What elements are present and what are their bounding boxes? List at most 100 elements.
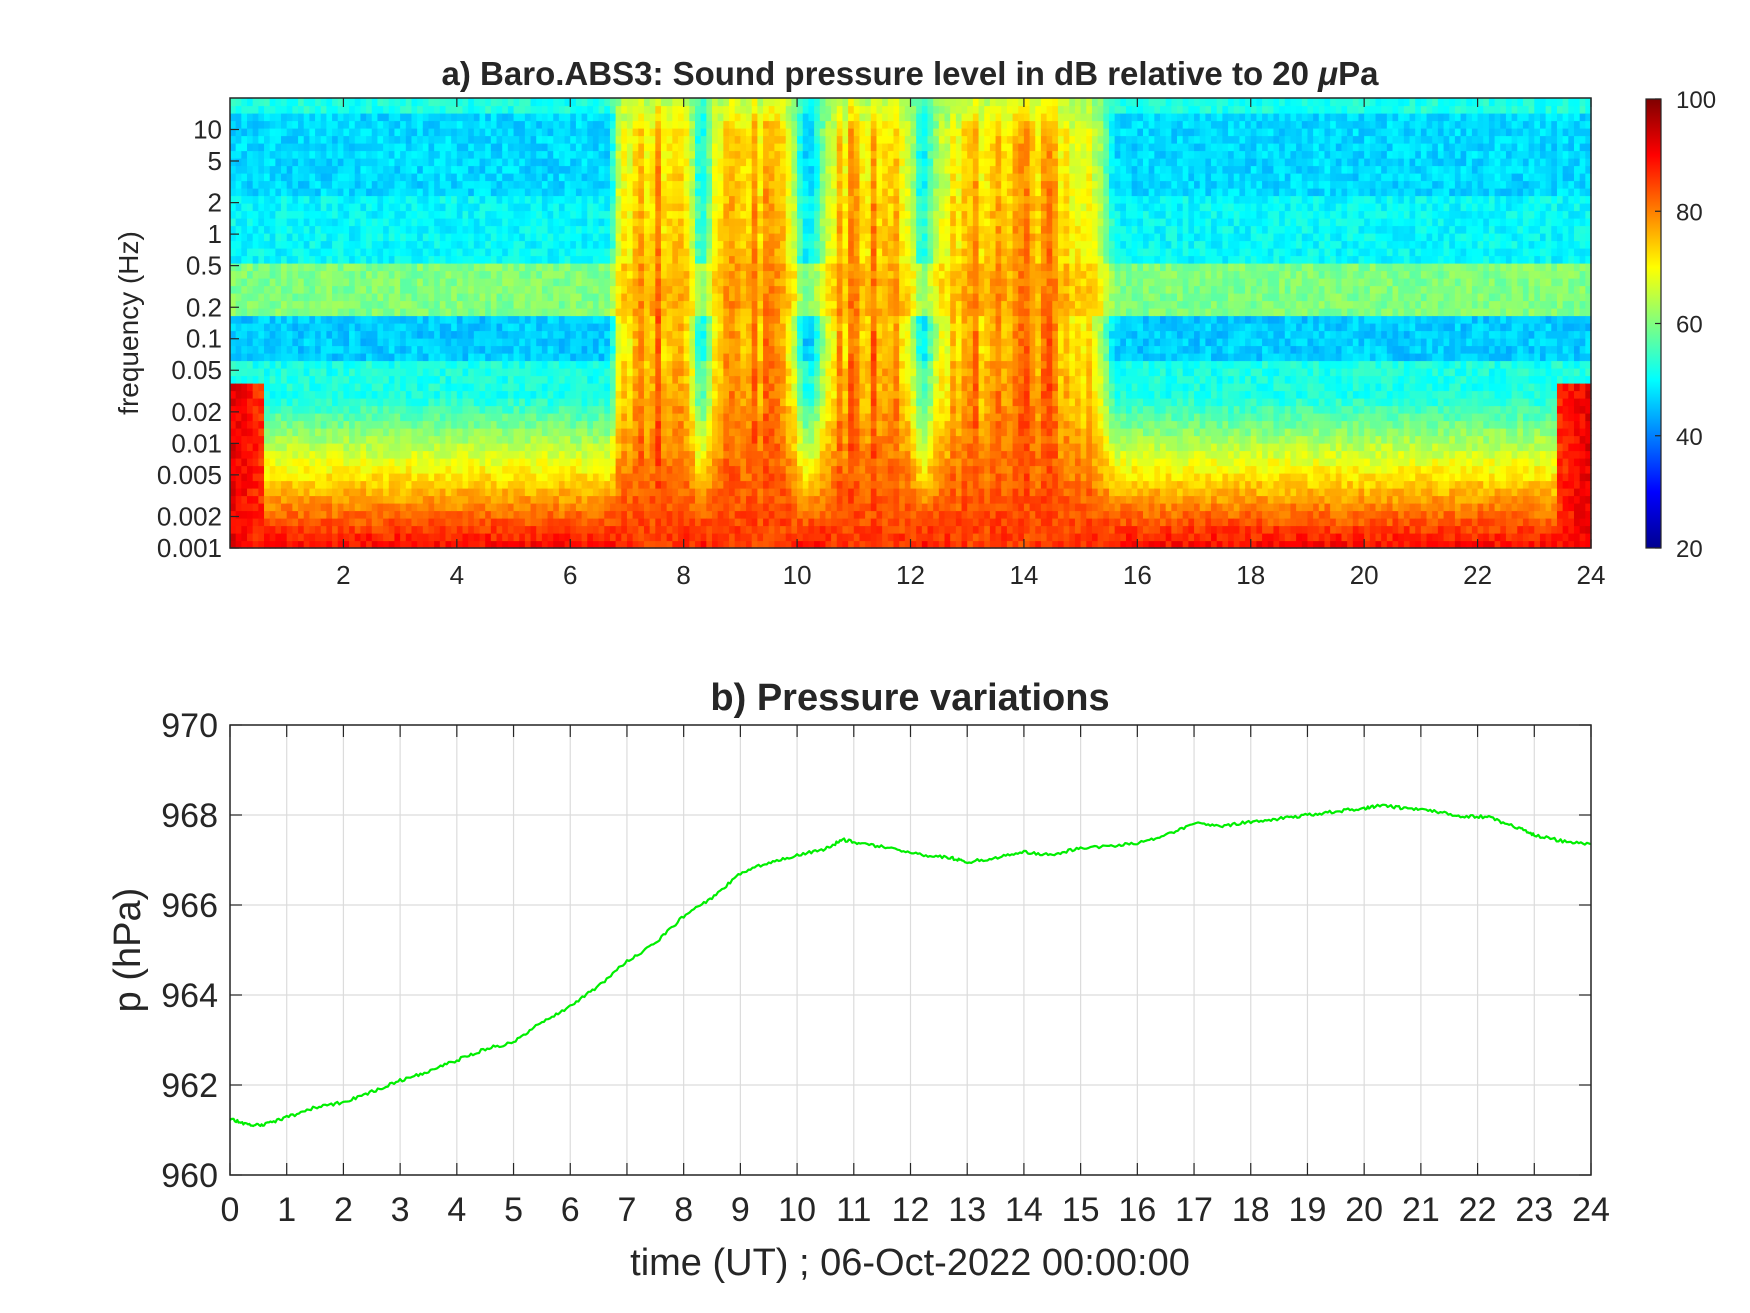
spectrogram-cell <box>343 360 350 369</box>
spectrogram-cell <box>655 390 662 399</box>
spectrogram-cell <box>502 450 509 459</box>
spectrogram-cell <box>660 375 668 384</box>
spectrogram-cell <box>422 458 430 467</box>
spectrogram-cell <box>326 195 333 204</box>
spectrogram-cell <box>411 383 418 392</box>
spectrogram-cell <box>649 540 656 549</box>
spectrogram-cell <box>666 135 673 144</box>
spectrogram-cell <box>581 510 588 519</box>
spectrogram-cell <box>337 398 345 407</box>
spectrogram-cell <box>490 233 498 242</box>
spectrogram-cell <box>575 443 583 452</box>
spectrogram-cell <box>575 540 583 549</box>
spectrogram-cell <box>672 315 679 324</box>
spectrogram-cell <box>468 150 475 159</box>
spectrogram-cell <box>524 368 532 377</box>
spectrogram-cell <box>558 150 566 159</box>
spectrogram-cell <box>264 105 271 114</box>
spectrogram-cell <box>394 503 401 512</box>
spectrogram-cell <box>349 458 356 467</box>
spectrogram-cell <box>604 240 611 249</box>
spectrogram-cell <box>456 405 464 414</box>
spectrogram-cell <box>400 383 407 392</box>
spectrogram-cell <box>332 353 339 362</box>
spectrogram-cell <box>672 390 679 399</box>
spectrogram-cell <box>609 315 617 324</box>
spectrogram-cell <box>303 165 310 174</box>
spectrogram-cell <box>292 180 299 189</box>
spectrogram-cell <box>281 195 288 204</box>
spectrogram-cell <box>326 458 333 467</box>
spectrogram-cell <box>264 473 271 482</box>
spectrogram-cell <box>428 98 435 107</box>
spectrogram-cell <box>530 263 537 272</box>
spectrogram-cell <box>366 225 373 234</box>
spectrogram-cell <box>292 293 299 302</box>
spectrogram-cell <box>292 135 299 144</box>
spectrogram-cell <box>609 465 617 474</box>
spectrogram-cell <box>558 128 566 137</box>
spectrogram-cell <box>553 240 560 249</box>
spectrogram-cell <box>598 330 605 339</box>
spectrogram-cell <box>258 323 265 332</box>
spectrogram-cell <box>660 488 668 497</box>
spectrogram-cell <box>678 488 685 497</box>
spectrogram-cell <box>655 518 662 527</box>
spectrogram-cell <box>502 375 509 384</box>
spectrogram-cell <box>298 113 305 122</box>
spectrogram-cell <box>598 458 605 467</box>
spectrogram-cell <box>400 270 407 279</box>
spectrogram-cell <box>411 308 418 317</box>
spectrogram-cell <box>683 345 690 354</box>
spectrogram-cell <box>570 248 577 257</box>
spectrogram-cell <box>689 518 696 527</box>
spectrogram-cell <box>513 540 520 549</box>
spectrogram-cell <box>269 510 276 519</box>
spectrogram-cell <box>598 195 605 204</box>
spectrogram-cell <box>286 188 293 197</box>
spectrogram-cell <box>553 263 560 272</box>
spectrogram-cell <box>462 450 469 459</box>
spectrogram-cell <box>547 240 554 249</box>
spectrogram-cell <box>269 150 276 159</box>
spectrogram-cell <box>337 360 345 369</box>
spectrogram-cell <box>638 218 645 227</box>
spectrogram-cell <box>643 338 651 347</box>
spectrogram-cell <box>230 330 237 339</box>
spectrogram-cell <box>575 398 583 407</box>
spectrogram-cell <box>405 210 413 219</box>
spectrogram-cell <box>417 218 424 227</box>
spectrogram-cell <box>655 173 662 182</box>
spectrogram-cell <box>678 248 685 257</box>
spectrogram-cell <box>371 518 379 527</box>
spectrogram-cell <box>281 293 288 302</box>
spectrogram-cell <box>502 233 509 242</box>
spectrogram-cell <box>530 360 537 369</box>
spectrogram-cell <box>570 443 577 452</box>
spectrogram-cell <box>434 188 441 197</box>
spectrogram-cell <box>643 458 651 467</box>
spectrogram-cell <box>598 443 605 452</box>
spectrogram-cell <box>394 188 401 197</box>
spectrogram-cell <box>479 233 486 242</box>
spectrogram-cell <box>604 323 611 332</box>
spectrogram-cell <box>536 158 543 167</box>
spectrogram-cell <box>439 518 447 527</box>
spectrogram-cell <box>315 315 322 324</box>
spectrogram-cell <box>241 345 248 354</box>
spectrogram-cell <box>598 255 605 264</box>
spectrogram-cell <box>643 495 651 504</box>
spectrogram-cell <box>230 135 237 144</box>
spectrogram-cell <box>286 488 293 497</box>
spectrogram-cell <box>547 533 554 542</box>
spectrogram-cell <box>451 308 458 317</box>
spectrogram-cell <box>536 263 543 272</box>
spectrogram-cell <box>678 165 685 174</box>
spectrogram-cell <box>411 300 418 309</box>
spectrogram-cell <box>286 233 293 242</box>
spectrogram-cell <box>337 120 345 129</box>
spectrogram-cell <box>309 165 316 174</box>
spectrogram-cell <box>513 338 520 347</box>
spectrogram-cell <box>326 143 333 152</box>
spectrogram-cell <box>570 195 577 204</box>
